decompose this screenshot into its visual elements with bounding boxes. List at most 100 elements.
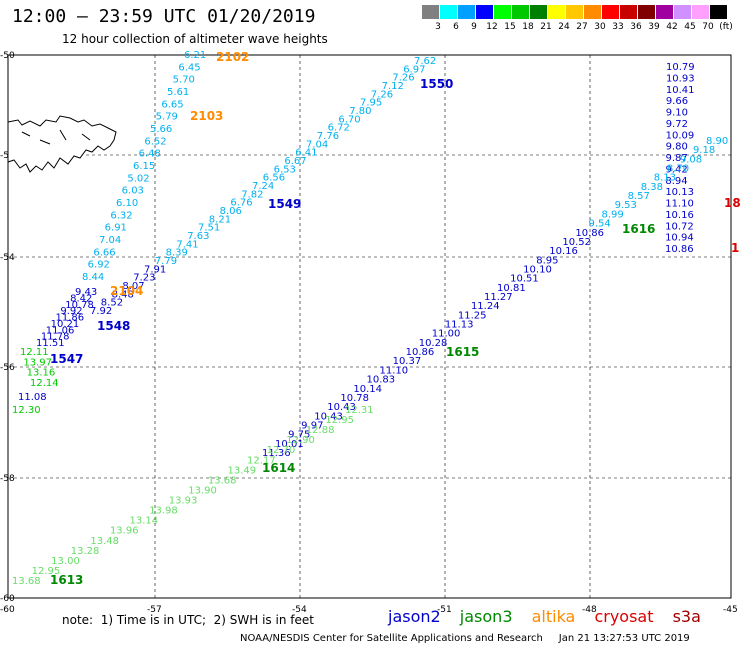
note-text: note: 1) Time is in UTC; 2) SWH is in fe… [62,613,314,627]
pass-number: 2102 [216,50,249,64]
footer-credit: NOAA/NESDIS Center for Satellite Applica… [240,633,690,644]
swh-value: 10.28 [419,338,448,349]
swh-value: 6.45 [178,62,200,73]
swh-value: 8.44 [82,272,104,283]
latitude-tick-label: -60 [0,594,15,604]
swh-value: 6.48 [139,149,161,160]
swh-value: 12.95 [32,566,61,577]
swh-value: 8.21 [209,214,231,225]
swh-value: 11.10 [665,199,694,210]
swh-value: 5.70 [173,75,195,86]
swh-value: 10.10 [523,264,552,275]
swh-value: 13.93 [169,496,198,507]
swh-value: 13.28 [71,546,100,557]
swh-value: 13.16 [27,368,56,379]
swh-value: 10.43 [327,402,356,413]
swh-value: 10.09 [666,130,695,141]
swh-value: 10.37 [393,356,422,367]
legend-label: 21 [540,22,552,32]
swh-value: 12.31 [345,405,374,416]
swh-value: 12.90 [286,435,315,446]
swh-value: 12.11 [20,347,49,358]
legend-swatch [602,5,620,19]
swh-value: 7.80 [349,106,371,117]
swh-value: 8.42 [70,293,92,304]
swh-value: 7.79 [155,256,177,267]
legend-label: 18 [522,22,534,32]
swh-value: 7.91 [144,264,166,275]
swh-value: 10.52 [562,237,591,248]
longitude-tick-label: -48 [582,605,597,615]
legend-label: 42 [666,22,678,32]
swh-value: 9.10 [666,108,688,119]
pass-number: 2104 [110,284,143,298]
swh-value: 6.70 [338,114,360,125]
swh-value: 10.78 [65,300,94,311]
swh-value: 9.75 [288,430,310,441]
swh-value: 7.92 [90,306,112,317]
swh-value: 11.78 [41,332,70,343]
swh-value: 11.08 [18,392,47,403]
swh-value: 9.42 [665,164,687,175]
legend-swatch [440,5,458,19]
legend-swatch [476,5,494,19]
legend-label: 33 [612,22,624,32]
swh-value: 13.97 [23,357,52,368]
legend-label: 30 [594,22,606,32]
satellite-legend: jason2 jason3 altika cryosat s3a [388,607,715,626]
swh-value: 10.86 [406,347,435,358]
legend-swatch [494,5,512,19]
swh-value: 12.30 [12,405,41,416]
swh-value: 10.83 [366,375,395,386]
latitude-tick-label: -56 [0,363,15,373]
legend-label: 3 [435,22,441,32]
swh-value: 10.86 [665,244,694,255]
legend-label: 27 [576,22,588,32]
legend-swatch [692,5,710,19]
latitude-tick-label: -54 [0,253,15,263]
swh-value: 11.27 [484,292,513,303]
latitude-tick-label: -52 [0,151,15,161]
swh-value: 11.25 [458,310,487,321]
pass-number: 1 [731,241,739,255]
swh-value: 6.53 [274,164,296,175]
swh-value: 8.52 [101,298,123,309]
pass-number: 1616 [622,222,655,236]
pass-number: 1614 [262,461,295,475]
swh-value: 7.82 [241,189,263,200]
swh-value: 6.76 [230,198,252,209]
swh-value: 13.96 [110,526,139,537]
legend-swatch [620,5,638,19]
swh-value: 11.51 [36,338,65,349]
swh-value: 6.21 [184,50,206,61]
swh-value: 8.70 [667,164,689,175]
pass-number: 1550 [420,77,453,91]
swh-value: 10.41 [666,85,695,96]
swh-value: 12.95 [325,415,354,426]
swh-value: 6.32 [110,210,132,221]
swh-value: 8.39 [166,248,188,259]
pass-number: 1549 [268,197,301,211]
swh-value: 10.86 [575,228,604,239]
swh-value: 9.92 [60,306,82,317]
legend-label: 15 [504,22,516,32]
longitude-tick-label: -45 [723,605,738,615]
swh-value: 7.63 [187,231,209,242]
swh-value: 11.10 [380,365,409,376]
swh-value: 7.23 [133,273,155,284]
graticule [8,55,731,598]
swh-value: 6.92 [88,260,110,271]
swh-value: 5.02 [127,173,149,184]
swh-value: 7.12 [382,81,404,92]
swh-value: 8.95 [536,255,558,266]
swh-value: 9.66 [666,96,688,107]
swh-value: 6.66 [93,247,115,258]
longitude-tick-label: -54 [292,605,307,615]
swh-value: 6.56 [263,173,285,184]
swh-value: 8.57 [628,191,650,202]
axis-ticks: -60 -57 -54 -51 -48 -45 -50 -52 -54 -56 -58 -60 [0,51,738,615]
swh-value: 10.43 [314,411,343,422]
pass-number: 1615 [446,345,479,359]
swh-value: 12.17 [247,455,276,466]
